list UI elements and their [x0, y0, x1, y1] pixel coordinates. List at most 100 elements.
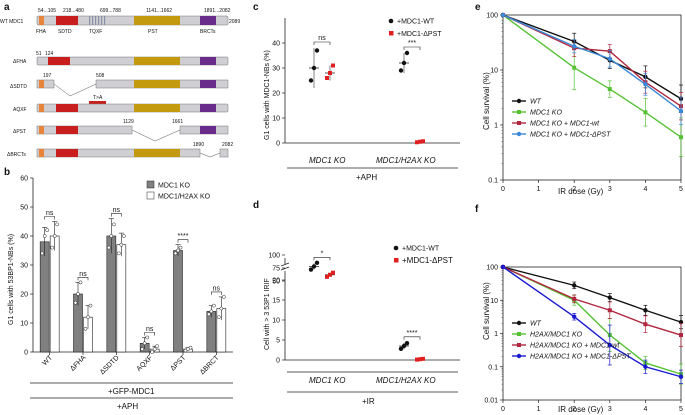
panel-a: a WT MDC1 54...105 218...480 699...788 1…: [0, 2, 240, 158]
b-bars: [39, 218, 227, 354]
mut-dpst-num1: 1129: [123, 119, 134, 125]
c-legend-marker-wt: [388, 18, 394, 24]
b-ytick-label: 40: [20, 234, 28, 241]
panel-c: c G1 cells with MDC1-NBs (%) 0 10 20 30 40 n…: [253, 2, 460, 182]
f-point-maroon: [679, 333, 683, 338]
pos-end: 2089: [229, 19, 240, 25]
b-point: [188, 345, 193, 350]
b-sig-label: ns: [146, 326, 154, 333]
f-legend-marker: [517, 343, 521, 347]
f-ytick-label: 0.1: [488, 364, 498, 371]
c-legend-dpst: +MDC1-ΔPST: [397, 31, 442, 38]
c-sig-bracket: [313, 41, 331, 45]
b-category-label: WT: [41, 354, 54, 367]
d-ylabel: Cell with > 3 53P1 IRIF: [264, 278, 271, 350]
d-significance: *****: [313, 250, 421, 340]
b-ytick-label: 0: [24, 350, 28, 357]
b-sig-label: ns: [213, 285, 221, 292]
f-legend-label: H2AX/MDC1 KO + MDC1-wt: [530, 343, 620, 350]
e-line-green: [502, 14, 682, 138]
d-point-dpst: [421, 356, 425, 361]
mut-dfha-num2: 124: [45, 51, 54, 57]
brct-domain: [200, 16, 216, 25]
b-sig-bracket: [111, 213, 122, 217]
d-footer: +IR: [362, 397, 375, 406]
f-series: [500, 264, 684, 385]
b-bar-dko: [49, 235, 60, 353]
e-point-blue: [643, 82, 648, 87]
d-sig-bracket: [313, 257, 331, 261]
b-categories: WT ΔFHA ΔSDTD AQXF ΔPST ΔBRCT: [41, 352, 221, 376]
b-legend-swatch-dko: [146, 191, 155, 200]
pos-sdtd: 218...480: [63, 8, 84, 14]
c-ytick-label: 10: [272, 116, 280, 123]
dsdtd-deletion: [53, 83, 97, 97]
e-legend-marker: [517, 110, 521, 114]
b-point: [142, 341, 147, 346]
d-point-wt: [404, 341, 410, 346]
d-sig-label: ****: [407, 330, 418, 337]
f-ytick-label: 0.01: [484, 398, 498, 405]
d-axis-break-1: [280, 262, 290, 267]
b-point: [176, 248, 180, 253]
b-sig-bracket: [44, 216, 55, 220]
b-point: [121, 234, 126, 238]
c-ytick-label: 20: [272, 91, 280, 98]
f-point-navy: [572, 314, 577, 319]
f-legend: WT H2AX/MDC1 KO H2AX/MDC1 KO + MDC1-wt H2AX…: [512, 321, 631, 361]
b-sig-bracket: [177, 239, 189, 243]
b-point: [86, 315, 90, 320]
e-xtick-label: 1: [537, 186, 541, 193]
c-group-2: MDC1/H2AX KO: [376, 156, 436, 165]
e-point-green: [643, 110, 648, 115]
e-axes: 0.1 1 10 100 0 1 2 3 4 5: [486, 13, 683, 194]
c-y-axis: 0 10 20 30 40: [272, 41, 285, 148]
mut-aqxf-num: T>A: [93, 95, 103, 101]
b-point: [45, 228, 50, 233]
c-points: [308, 48, 425, 145]
b-sig-label: ****: [178, 233, 189, 240]
d-point-wt: [311, 264, 317, 269]
e-point-blue: [500, 12, 506, 18]
pst-domain: [134, 16, 180, 25]
e-xtick-label: 4: [643, 186, 647, 193]
b-point: [216, 315, 221, 320]
d-group-2: MDC1/H2AX KO: [376, 376, 436, 385]
dpst-bar-left: [36, 125, 133, 135]
f-point-wt: [643, 308, 648, 313]
d-legend-wt: +MDC1-WT: [402, 246, 440, 253]
c-point-dpst: [325, 76, 329, 80]
mut-dpst-label: ΔPST: [13, 129, 26, 135]
d-group-1: MDC1 KO: [309, 376, 345, 385]
e-ytick-label: 0.1: [488, 178, 498, 185]
c-point-wt: [401, 60, 407, 66]
f-ytick-label: 100: [486, 265, 498, 272]
e-xtick-label: 2: [572, 186, 576, 193]
b-point: [52, 234, 57, 238]
b-point: [40, 251, 45, 256]
f-xtick-label: 3: [608, 406, 612, 413]
pos-tqxf: 699...788: [100, 8, 121, 14]
b-point: [209, 309, 214, 314]
c-legend-wt: +MDC1-WT: [397, 19, 435, 26]
f-xtick-label: 0: [501, 406, 505, 413]
f-point-maroon: [607, 308, 612, 313]
b-ytick-label: 20: [20, 292, 28, 299]
b-point: [150, 350, 155, 354]
b-point: [76, 292, 80, 296]
f-legend-marker: [516, 320, 522, 326]
d-legend-marker-dpst: [394, 258, 399, 263]
e-xlabel: IR dose (Gy): [558, 187, 604, 196]
b-y-axis: 0 10 20 30 40 50 60: [20, 176, 33, 357]
b-ytick-label: 60: [20, 176, 28, 183]
f-legend-label: WT: [530, 321, 542, 328]
f-point-wt: [572, 283, 577, 288]
domain-fha: FHA: [36, 29, 47, 35]
c-sig-label: ***: [408, 40, 416, 47]
e-ytick-label: 100: [486, 13, 498, 20]
mut-dbrct-label: ΔBRCTs: [7, 152, 26, 158]
b-category-label: ΔSDTD: [99, 354, 121, 376]
d-point-dpst: [325, 274, 329, 279]
